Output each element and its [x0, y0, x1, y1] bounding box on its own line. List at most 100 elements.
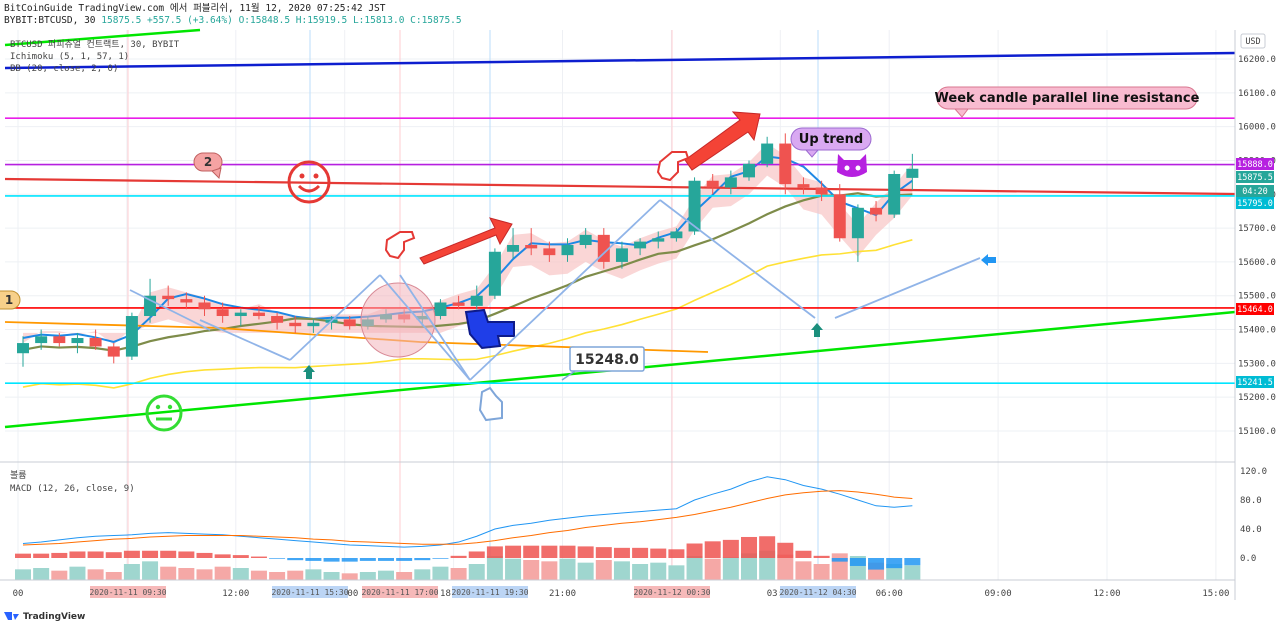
time-tick-label: 06:00	[876, 589, 903, 599]
candle-body	[507, 245, 520, 252]
left-arrow-marker	[981, 254, 996, 266]
price-badge-text: 15875.5	[1237, 173, 1273, 183]
candle-body	[17, 343, 29, 354]
macd-histogram-bar	[650, 548, 667, 558]
legend-symbol: BTCUSD 퍼피츄얼 컨트랙트, 30, BYBIT	[10, 39, 180, 50]
projection-line	[834, 257, 981, 319]
volume-bar	[432, 566, 449, 580]
time-badge-text: 2020-11-12 04:30	[779, 588, 856, 597]
smiley-mouth	[297, 184, 321, 193]
legend-volume: 볼륨	[10, 470, 27, 481]
candle-body	[815, 187, 828, 195]
macd-tick-label: 0.0	[1240, 554, 1256, 564]
macd-histogram-bar	[704, 541, 721, 558]
volume-bar	[450, 568, 467, 580]
pointing-hand-red-icon	[384, 231, 416, 260]
time-badge	[634, 586, 710, 598]
smiley-eye	[299, 173, 305, 179]
candle-body	[634, 241, 647, 249]
macd-histogram-bar	[595, 547, 612, 558]
price-tick-label: 15300.0	[1238, 359, 1276, 369]
candle-body	[470, 295, 483, 306]
macd-histogram-bar	[359, 558, 376, 561]
candle-body	[543, 248, 556, 256]
currency-text: USD	[1245, 37, 1260, 47]
macd-histogram-bar	[378, 558, 394, 561]
candle-body	[724, 177, 737, 188]
volume-bar	[813, 564, 830, 580]
macd-histogram-bar	[33, 553, 50, 558]
macd-histogram-bar	[160, 550, 177, 558]
number-badge-2-text: 2	[204, 155, 212, 169]
candle-body	[797, 184, 810, 188]
candle-body	[71, 338, 84, 344]
time-tick-label: 21:00	[549, 589, 576, 599]
candle-body	[851, 207, 864, 239]
projection-line	[399, 274, 471, 381]
volume-bar	[595, 560, 612, 580]
volume-bar	[196, 569, 213, 580]
volume-bar	[105, 572, 122, 580]
price-tick-label: 16100.0	[1238, 89, 1276, 99]
candle-body	[307, 322, 320, 327]
volume-bar	[523, 560, 540, 580]
legend-ichimoku: Ichimoku (5, 1, 57, 1)	[10, 52, 129, 62]
time-badge-text: 2020-11-11 17:00	[361, 588, 438, 597]
hand-shape	[464, 308, 515, 350]
cat-eye	[855, 165, 861, 171]
volume-bar	[15, 569, 31, 580]
macd-histogram-bar	[523, 545, 540, 558]
cat-eye	[844, 165, 850, 171]
volume-bar	[704, 558, 721, 580]
smiley-eye	[167, 404, 173, 410]
tradingview-logo-icon	[4, 612, 12, 620]
candle-body	[525, 245, 538, 249]
macd-histogram-bar	[541, 545, 558, 558]
projection-line	[659, 199, 816, 319]
legend: BTCUSD 퍼피츄얼 컨트랙트, 30, BYBIT Ichimoku (5, …	[10, 39, 180, 494]
macd-histogram-bar	[868, 558, 885, 570]
macd-histogram-bar	[323, 558, 340, 562]
smiley-neutral-outline	[145, 394, 183, 432]
candle-body	[870, 207, 883, 215]
time-badge	[780, 586, 856, 598]
volume-bar	[359, 572, 376, 580]
volume-bar	[232, 568, 249, 580]
candle-body	[234, 312, 247, 317]
resistance-callout-box	[936, 86, 1198, 110]
candle-body	[688, 180, 701, 232]
time-tick-label: 15:00	[1202, 589, 1229, 599]
price-tick-label: 15500.0	[1238, 292, 1276, 302]
volume-bar	[142, 561, 159, 580]
volume-bar	[250, 570, 267, 580]
tradingview-logo: TradingView	[4, 612, 85, 622]
volume-bar	[686, 556, 703, 580]
orange-trend-line	[4, 321, 709, 353]
resistance-callout-text: Week candle parallel line resistance	[935, 91, 1200, 106]
macd-histogram-bar	[250, 556, 267, 558]
macd-histogram-bar	[232, 555, 249, 558]
macd-histogram-bar	[813, 555, 830, 558]
volume-bar	[613, 561, 630, 580]
price-tick-label: 15400.0	[1238, 326, 1276, 336]
volume-bar	[632, 564, 649, 580]
time-tick-label: 00	[13, 589, 24, 599]
symbol-interval: BYBIT:BTCUSD, 30	[4, 15, 96, 26]
macd-histogram-bar	[613, 547, 630, 558]
up-arrow-marker	[811, 323, 823, 337]
macd-histogram-bar	[759, 536, 776, 558]
candle-body	[198, 302, 211, 310]
green-trend-line-top	[4, 28, 201, 47]
candle-body	[488, 251, 501, 296]
axes: 16200.016100.016000.015900.015800.015700…	[0, 30, 1276, 622]
symbol-ohlc-line: BYBIT:BTCUSD, 30 15875.5 +557.5 (+3.64%)…	[4, 15, 462, 27]
publish-info: BitCoinGuide TradingView.com 에서 퍼블리쉬, 11…	[4, 3, 386, 14]
cloud-area	[23, 143, 913, 345]
volume-bar	[287, 570, 304, 580]
candle-body	[53, 336, 66, 344]
time-badge	[90, 586, 166, 598]
tradingview-logo-icon	[13, 614, 19, 620]
number-badge-1-text: 1	[5, 293, 13, 307]
macd-histogram-bar	[15, 553, 31, 558]
